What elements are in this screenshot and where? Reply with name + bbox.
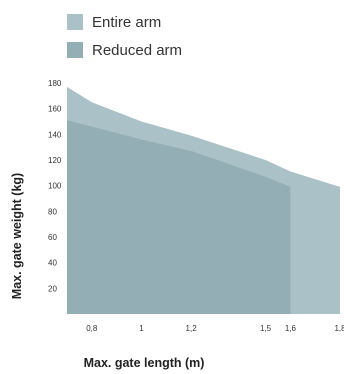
y-tick-label: 20 [48, 284, 57, 293]
legend-label-entire-arm: Entire arm [92, 13, 162, 31]
chart-legend: Entire arm Reduced arm [67, 8, 182, 64]
y-tick-label: 40 [48, 259, 57, 268]
x-tick-label: 1,5 [260, 324, 272, 333]
x-tick-label: 1,8 [334, 324, 344, 333]
y-tick-label: 160 [48, 105, 62, 114]
legend-swatch-entire-arm [67, 14, 83, 30]
x-axis-title: Max. gate length (m) [84, 356, 205, 370]
area-reduced-arm [67, 120, 291, 314]
x-tick-label: 1 [139, 324, 144, 333]
legend-swatch-reduced-arm [67, 42, 83, 58]
legend-label-reduced-arm: Reduced arm [92, 41, 183, 59]
legend-item-entire-arm: Entire arm [67, 8, 182, 36]
y-tick-label: 80 [48, 207, 57, 216]
legend-item-reduced-arm: Reduced arm [67, 36, 182, 64]
y-tick-label: 100 [48, 182, 62, 191]
x-tick-label: 1,6 [285, 324, 297, 333]
y-axis-title: Max. gate weight (kg) [10, 173, 24, 299]
y-tick-label: 180 [48, 79, 62, 88]
x-tick-label: 1,2 [186, 324, 198, 333]
y-tick-label: 60 [48, 233, 57, 242]
x-tick-label: 0,8 [86, 324, 98, 333]
y-tick-label: 120 [48, 156, 62, 165]
y-tick-label: 140 [48, 130, 62, 139]
